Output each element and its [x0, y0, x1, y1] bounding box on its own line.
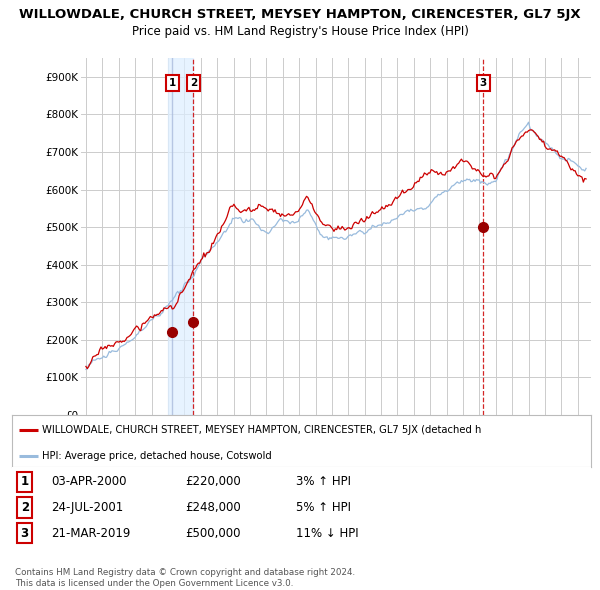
Text: £248,000: £248,000 — [186, 501, 241, 514]
Text: 5% ↑ HPI: 5% ↑ HPI — [296, 501, 351, 514]
Bar — [168, 58, 193, 415]
Text: 24-JUL-2001: 24-JUL-2001 — [52, 501, 124, 514]
Text: 2: 2 — [20, 501, 29, 514]
Text: WILLOWDALE, CHURCH STREET, MEYSEY HAMPTON, CIRENCESTER, GL7 5JX (detached h: WILLOWDALE, CHURCH STREET, MEYSEY HAMPTO… — [42, 425, 481, 435]
Text: 11% ↓ HPI: 11% ↓ HPI — [296, 527, 358, 540]
Text: 3% ↑ HPI: 3% ↑ HPI — [296, 475, 351, 488]
Text: Price paid vs. HM Land Registry's House Price Index (HPI): Price paid vs. HM Land Registry's House … — [131, 25, 469, 38]
Text: HPI: Average price, detached house, Cotswold: HPI: Average price, detached house, Cots… — [42, 451, 272, 461]
Text: 03-APR-2000: 03-APR-2000 — [52, 475, 127, 488]
Text: 2: 2 — [190, 78, 197, 88]
Text: £500,000: £500,000 — [186, 527, 241, 540]
Text: WILLOWDALE, CHURCH STREET, MEYSEY HAMPTON, CIRENCESTER, GL7 5JX: WILLOWDALE, CHURCH STREET, MEYSEY HAMPTO… — [19, 8, 581, 21]
Text: 21-MAR-2019: 21-MAR-2019 — [52, 527, 131, 540]
Text: 3: 3 — [479, 78, 487, 88]
Text: 3: 3 — [20, 527, 29, 540]
Text: Contains HM Land Registry data © Crown copyright and database right 2024.
This d: Contains HM Land Registry data © Crown c… — [15, 568, 355, 588]
Text: 1: 1 — [20, 475, 29, 488]
Text: 1: 1 — [169, 78, 176, 88]
Text: £220,000: £220,000 — [186, 475, 241, 488]
